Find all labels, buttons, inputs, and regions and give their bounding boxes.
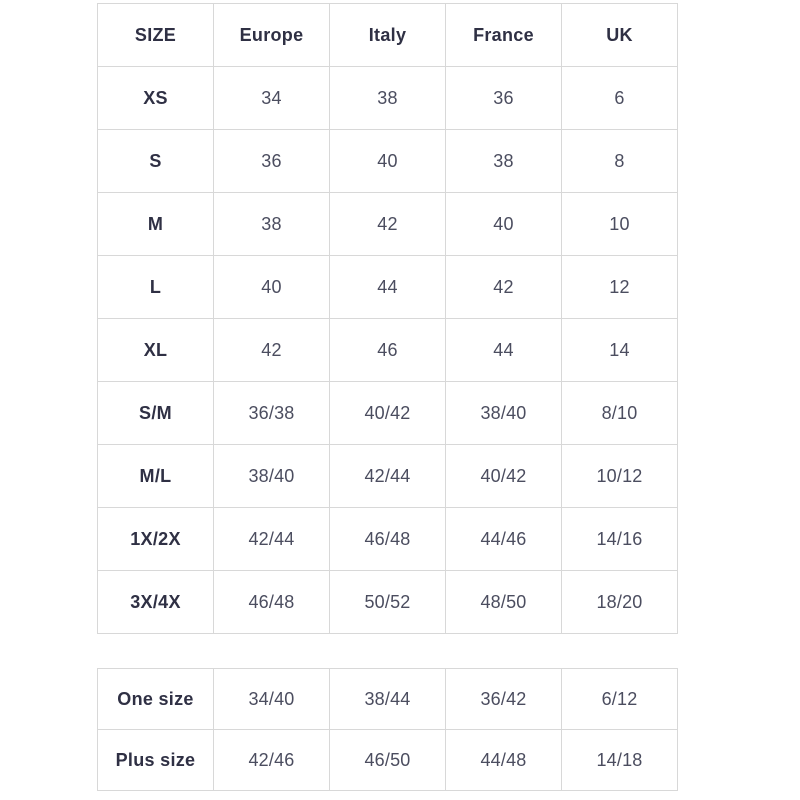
value-cell: 42/44 [329,444,446,508]
table-row: 1X/2X 42/44 46/48 44/46 14/16 [97,507,678,571]
value-cell: 40/42 [445,444,562,508]
value-cell: 42 [329,192,446,256]
value-cell: 38 [213,192,330,256]
value-cell: 46/48 [213,570,330,634]
value-cell: 10 [561,192,678,256]
value-cell: 40 [213,255,330,319]
value-cell: 34/40 [213,668,330,730]
value-cell: 50/52 [329,570,446,634]
value-cell: 38/40 [445,381,562,445]
value-cell: 44 [445,318,562,382]
table-row: L 40 44 42 12 [97,255,678,319]
column-header: France [445,3,562,67]
column-header: Italy [329,3,446,67]
size-label-cell: 1X/2X [97,507,214,571]
value-cell: 12 [561,255,678,319]
value-cell: 40 [445,192,562,256]
size-label-cell: Plus size [97,729,214,791]
value-cell: 44/48 [445,729,562,791]
main-size-table-header: SIZE Europe Italy France UK [97,3,678,67]
table-row: XL 42 46 44 14 [97,318,678,382]
value-cell: 36 [445,66,562,130]
size-label-cell: One size [97,668,214,730]
value-cell: 40 [329,129,446,193]
value-cell: 14/16 [561,507,678,571]
value-cell: 38/44 [329,668,446,730]
value-cell: 48/50 [445,570,562,634]
table-row: M/L 38/40 42/44 40/42 10/12 [97,444,678,508]
table-row: S 36 40 38 8 [97,129,678,193]
value-cell: 14 [561,318,678,382]
table-row: 3X/4X 46/48 50/52 48/50 18/20 [97,570,678,634]
size-label-cell: XL [97,318,214,382]
special-size-table: One size 34/40 38/44 36/42 6/12 Plus size 42/4… [97,668,678,791]
table-row: S/M 36/38 40/42 38/40 8/10 [97,381,678,445]
value-cell: 8/10 [561,381,678,445]
value-cell: 36 [213,129,330,193]
column-header: UK [561,3,678,67]
value-cell: 44 [329,255,446,319]
value-cell: 46 [329,318,446,382]
column-header: Europe [213,3,330,67]
value-cell: 40/42 [329,381,446,445]
value-cell: 42 [213,318,330,382]
value-cell: 38 [329,66,446,130]
value-cell: 6 [561,66,678,130]
main-size-table-body: XS 34 38 36 6 S 36 40 38 8 M 38 42 40 10 L 40 44 42 12 XL 42 4… [97,66,678,634]
header-row: SIZE Europe Italy France UK [97,3,678,67]
table-row: Plus size 42/46 46/50 44/48 14/18 [97,729,678,791]
value-cell: 18/20 [561,570,678,634]
value-cell: 42/44 [213,507,330,571]
size-label-cell: S/M [97,381,214,445]
value-cell: 38/40 [213,444,330,508]
table-row: M 38 42 40 10 [97,192,678,256]
special-size-table-body: One size 34/40 38/44 36/42 6/12 Plus size 42/4… [97,668,678,791]
column-header: SIZE [97,3,214,67]
size-label-cell: 3X/4X [97,570,214,634]
value-cell: 6/12 [561,668,678,730]
value-cell: 42/46 [213,729,330,791]
main-size-table: SIZE Europe Italy France UK XS 34 38 36 6 S 36 40 38… [97,3,678,634]
value-cell: 34 [213,66,330,130]
value-cell: 46/50 [329,729,446,791]
table-row: One size 34/40 38/44 36/42 6/12 [97,668,678,730]
value-cell: 38 [445,129,562,193]
value-cell: 10/12 [561,444,678,508]
value-cell: 36/38 [213,381,330,445]
size-label-cell: S [97,129,214,193]
value-cell: 14/18 [561,729,678,791]
size-label-cell: L [97,255,214,319]
value-cell: 46/48 [329,507,446,571]
value-cell: 8 [561,129,678,193]
value-cell: 42 [445,255,562,319]
value-cell: 36/42 [445,668,562,730]
size-label-cell: M [97,192,214,256]
value-cell: 44/46 [445,507,562,571]
table-row: XS 34 38 36 6 [97,66,678,130]
size-label-cell: XS [97,66,214,130]
size-label-cell: M/L [97,444,214,508]
